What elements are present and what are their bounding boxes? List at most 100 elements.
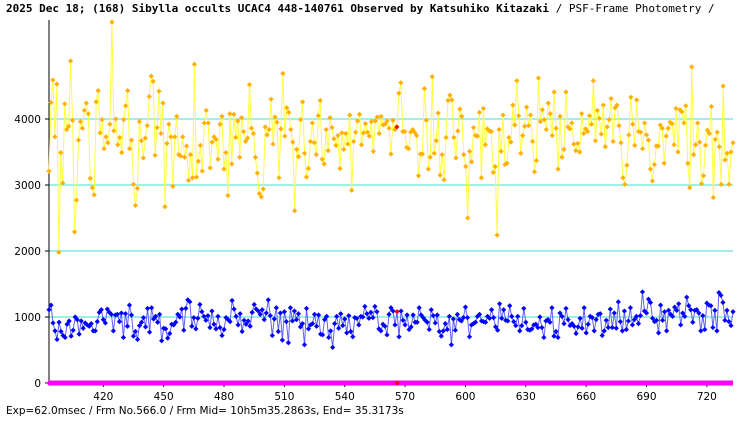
data-point bbox=[115, 142, 121, 148]
data-point bbox=[623, 326, 629, 333]
data-point bbox=[140, 315, 147, 321]
data-point bbox=[509, 313, 515, 319]
data-point bbox=[690, 319, 696, 325]
data-point bbox=[647, 299, 654, 306]
data-point bbox=[459, 113, 465, 119]
data-point bbox=[631, 317, 638, 323]
data-point bbox=[60, 180, 66, 186]
data-point bbox=[324, 313, 330, 319]
data-point bbox=[173, 319, 179, 325]
data-point bbox=[415, 173, 422, 179]
data-point bbox=[647, 166, 654, 172]
data-point bbox=[211, 321, 217, 327]
series-2 bbox=[46, 289, 736, 350]
data-point bbox=[255, 308, 261, 314]
data-point bbox=[704, 127, 711, 133]
data-point bbox=[722, 157, 728, 163]
data-point bbox=[501, 307, 507, 313]
data-point bbox=[54, 81, 60, 87]
data-point bbox=[698, 328, 704, 334]
data-point bbox=[227, 319, 233, 325]
data-point bbox=[601, 328, 607, 334]
data-point bbox=[581, 130, 587, 137]
data-point bbox=[629, 322, 636, 328]
data-point bbox=[579, 111, 585, 117]
data-point bbox=[683, 103, 689, 109]
data-point bbox=[350, 334, 356, 340]
data-point bbox=[441, 177, 447, 183]
data-point bbox=[443, 134, 449, 141]
data-point bbox=[276, 175, 282, 181]
data-point bbox=[461, 152, 467, 158]
data-point bbox=[358, 142, 365, 148]
data-point bbox=[319, 156, 325, 162]
data-point bbox=[138, 138, 144, 144]
data-point bbox=[426, 326, 432, 333]
data-point bbox=[571, 323, 577, 329]
data-point bbox=[78, 318, 84, 324]
data-point bbox=[728, 149, 734, 155]
data-point bbox=[482, 319, 489, 325]
data-point bbox=[493, 324, 499, 330]
data-point bbox=[430, 313, 436, 319]
data-point bbox=[462, 304, 469, 310]
data-point bbox=[103, 134, 109, 140]
data-point bbox=[730, 140, 736, 146]
data-point bbox=[293, 317, 300, 323]
data-point bbox=[689, 64, 695, 70]
data-point bbox=[628, 94, 634, 100]
data-point bbox=[587, 313, 593, 319]
data-point bbox=[315, 312, 322, 318]
data-point bbox=[678, 322, 684, 328]
data-point bbox=[170, 183, 176, 189]
data-point bbox=[551, 89, 557, 95]
data-point bbox=[539, 107, 545, 113]
data-point bbox=[134, 185, 141, 191]
data-point bbox=[515, 313, 521, 319]
data-point bbox=[295, 311, 302, 317]
data-point bbox=[354, 315, 360, 321]
data-point bbox=[649, 315, 656, 321]
data-point bbox=[590, 78, 597, 84]
data-point bbox=[92, 328, 98, 334]
data-point bbox=[123, 103, 129, 109]
data-point bbox=[496, 126, 502, 133]
data-point bbox=[79, 125, 86, 131]
data-point bbox=[423, 117, 429, 123]
data-point bbox=[480, 105, 486, 112]
data-point bbox=[116, 319, 123, 325]
data-point bbox=[645, 137, 652, 143]
data-point bbox=[673, 105, 679, 112]
data-point bbox=[497, 301, 503, 307]
data-point bbox=[83, 100, 89, 106]
data-point bbox=[233, 313, 239, 319]
data-point bbox=[620, 175, 626, 181]
data-point bbox=[710, 194, 716, 201]
data-point bbox=[472, 132, 479, 139]
data-point bbox=[152, 152, 158, 158]
data-point bbox=[499, 315, 505, 321]
data-point bbox=[259, 307, 265, 313]
data-point bbox=[685, 160, 691, 166]
data-point bbox=[565, 124, 571, 130]
data-point bbox=[671, 142, 677, 148]
data-point bbox=[621, 308, 627, 314]
data-point bbox=[464, 315, 471, 321]
data-point bbox=[597, 311, 603, 317]
data-point bbox=[250, 130, 257, 137]
data-point bbox=[577, 315, 583, 321]
data-point bbox=[414, 319, 420, 325]
data-point bbox=[183, 305, 189, 312]
data-point bbox=[575, 140, 581, 147]
data-point bbox=[269, 332, 275, 339]
data-point bbox=[522, 123, 528, 129]
data-point bbox=[565, 317, 571, 323]
data-point bbox=[126, 146, 133, 152]
data-point bbox=[474, 133, 481, 139]
data-point bbox=[60, 332, 66, 339]
data-point bbox=[247, 323, 253, 329]
data-point bbox=[231, 306, 237, 312]
data-point bbox=[457, 106, 463, 112]
data-point bbox=[205, 120, 211, 126]
data-point bbox=[197, 142, 203, 148]
